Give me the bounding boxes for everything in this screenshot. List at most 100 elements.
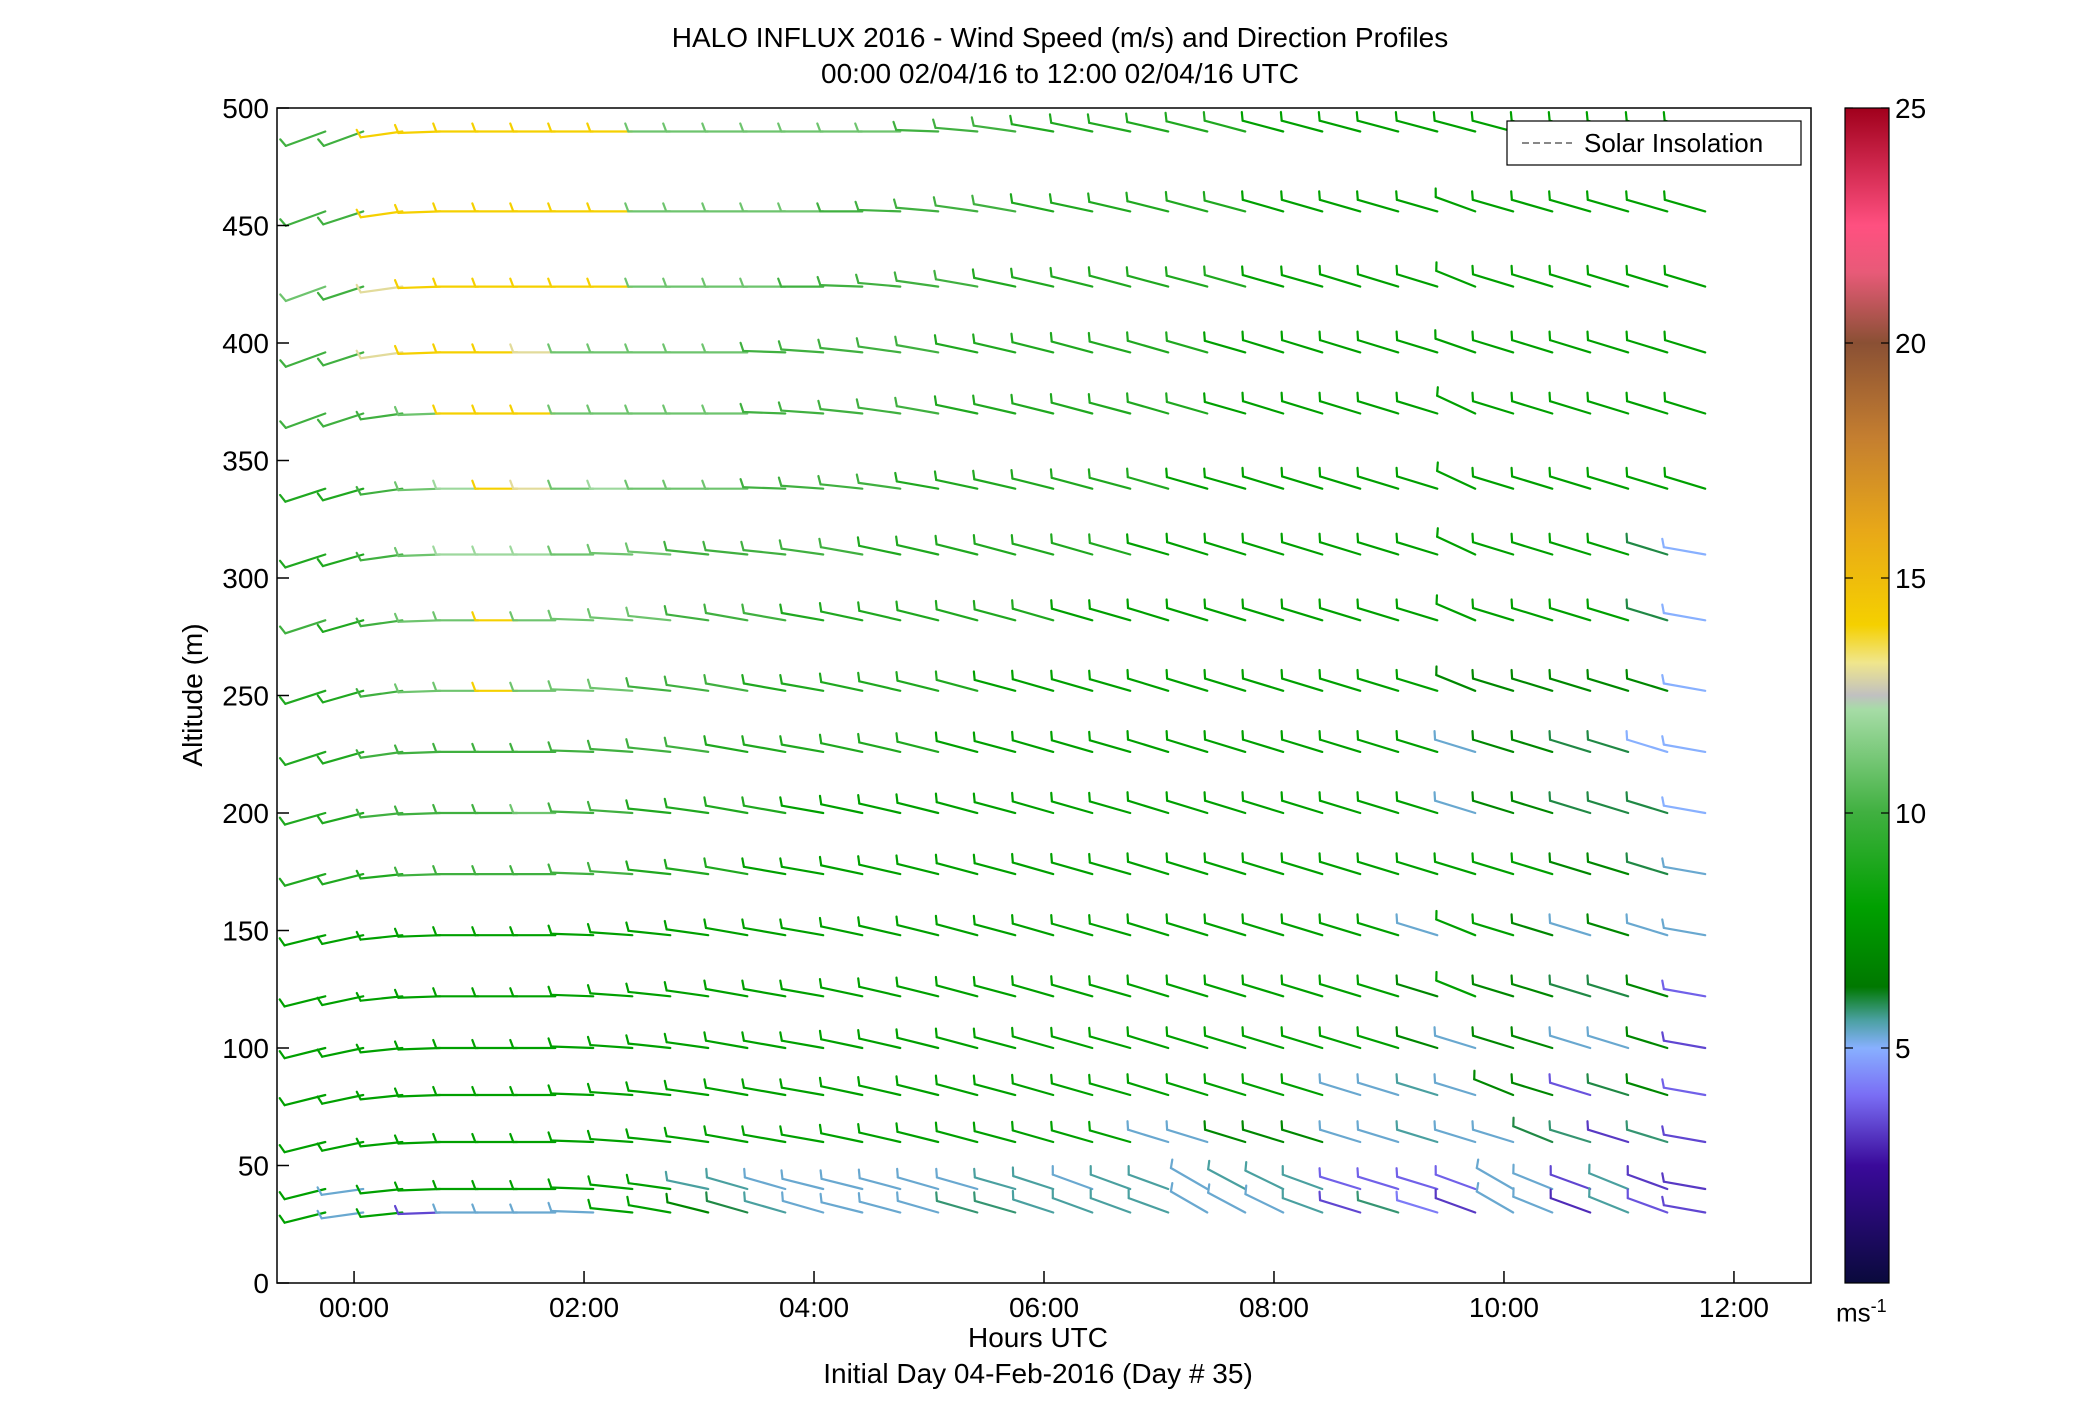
wind-barb (355, 617, 404, 628)
wind-barb (1586, 466, 1630, 490)
wind-barb (663, 919, 710, 937)
y-tick-label: 400 (222, 328, 269, 359)
wind-barb (1318, 974, 1362, 998)
wind-barb (1586, 598, 1630, 622)
wind-barb (1126, 729, 1170, 754)
wind-barb (662, 479, 710, 490)
wind-barb (1050, 975, 1094, 998)
wind-barb (317, 130, 365, 147)
wind-barb (471, 742, 519, 754)
wind-barb (1241, 791, 1285, 815)
wind-barb (547, 1084, 595, 1097)
wind-barb (471, 1179, 519, 1191)
wind-barb (1241, 391, 1285, 415)
wind-barb (626, 1195, 672, 1214)
wind-barb (895, 1122, 940, 1144)
wind-barb (1088, 1026, 1132, 1050)
wind-barb (1318, 791, 1362, 815)
wind-barb (1203, 729, 1247, 754)
wind-barb (818, 672, 864, 692)
axes: 0 50 100 150 200 250 300 350 400 450 500 00:00 02:00… (222, 93, 1769, 1323)
wind-barb (1356, 598, 1400, 622)
wind-barb (393, 344, 442, 355)
wind-barb (1548, 391, 1592, 415)
wind-barb (624, 479, 672, 490)
wind-barb (665, 1192, 710, 1214)
wind-barb (1165, 467, 1209, 490)
wind-barb (1356, 466, 1400, 490)
wind-barb (1510, 913, 1554, 937)
wind-barb (895, 1075, 940, 1097)
wind-barb (1241, 265, 1285, 288)
wind-barb (625, 1081, 672, 1097)
wind-barb (355, 808, 404, 819)
wind-barb (895, 915, 940, 937)
wind-barb (663, 858, 710, 876)
wind-barb (934, 975, 979, 998)
wind-barb (1356, 668, 1400, 692)
wind-barb (1395, 532, 1439, 556)
wind-barb (625, 606, 672, 622)
wind-barb (1244, 1184, 1285, 1214)
wind-barb (586, 122, 634, 133)
wind-barb (777, 277, 825, 288)
wind-barb (624, 277, 672, 288)
y-tick-label: 150 (222, 916, 269, 947)
wind-barb (547, 479, 595, 490)
wind-barb (855, 337, 902, 354)
wind-barb (1050, 914, 1094, 937)
y-tick-label: 300 (222, 563, 269, 594)
wind-barb (1280, 330, 1324, 354)
wind-barb (1395, 466, 1439, 490)
wind-barb (972, 670, 1017, 692)
wind-barb (1280, 598, 1324, 622)
wind-barb (1318, 1073, 1362, 1097)
wind-barb (278, 553, 327, 569)
wind-barb (1241, 1026, 1285, 1050)
wind-barb (705, 1167, 749, 1191)
wind-barb (316, 412, 365, 428)
wind-barb (1280, 913, 1324, 937)
wind-barb (1356, 190, 1400, 213)
wind-barb (934, 534, 979, 556)
wind-barb (509, 1038, 557, 1050)
wind-barb (972, 333, 1017, 354)
wind-barb (1661, 1078, 1707, 1097)
wind-barb (1202, 190, 1247, 213)
colorbar-ticks: 5 10 15 20 25 (1845, 93, 1926, 1064)
wind-barb (894, 396, 940, 415)
wind-barb (1009, 114, 1055, 133)
wind-barb (1395, 264, 1439, 288)
wind-barb (1318, 913, 1362, 937)
wind-barb (703, 918, 749, 937)
wind-barbs (278, 111, 1707, 1224)
wind-barb (393, 1181, 442, 1192)
wind-barb (586, 543, 634, 556)
wind-barb (1471, 913, 1515, 937)
wind-barb (892, 120, 940, 133)
wind-barb (1280, 1120, 1324, 1144)
wind-barb (279, 130, 327, 147)
wind-barb (1051, 1188, 1094, 1214)
wind-barb (1433, 852, 1477, 876)
wind-barb (316, 1046, 365, 1058)
wind-barb (1050, 1073, 1094, 1097)
wind-barb (1548, 1073, 1592, 1097)
wind-barb (1395, 1190, 1439, 1214)
wind-barb (1510, 391, 1554, 415)
wind-barb (279, 351, 327, 368)
wind-barb (1663, 466, 1707, 490)
wind-barb (355, 485, 404, 496)
wind-barb (935, 1167, 979, 1191)
wind-barb (1203, 598, 1247, 622)
wind-barb (316, 872, 365, 886)
wind-barb (1011, 669, 1055, 692)
wind-barb (1203, 913, 1247, 937)
wind-barb (1395, 974, 1439, 998)
wind-barb (279, 412, 327, 429)
wind-barb (1356, 1190, 1400, 1214)
wind-barb (1202, 111, 1247, 133)
wind-barb (934, 914, 979, 937)
wind-barb (972, 1027, 1017, 1050)
wind-barb (1625, 598, 1669, 622)
